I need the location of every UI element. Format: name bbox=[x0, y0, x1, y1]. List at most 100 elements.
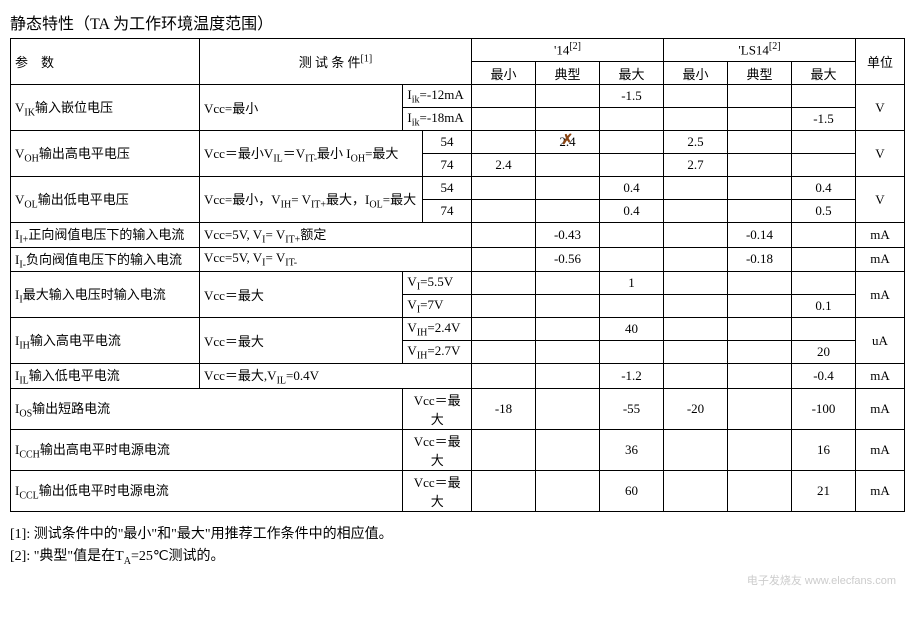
cell: 20 bbox=[792, 341, 856, 364]
cond-vol-sub2: 74 bbox=[423, 200, 472, 223]
cell bbox=[600, 341, 664, 364]
param-iil: IIL输入低电平电流 bbox=[11, 364, 200, 389]
param-vol: VOL输出低电平电压 bbox=[11, 177, 200, 223]
unit-voh: V bbox=[856, 131, 905, 177]
cond-vol: Vcc=最小，VIH= VIT+最大，IOL=最大 bbox=[200, 177, 423, 223]
cell bbox=[664, 272, 728, 295]
cell bbox=[664, 200, 728, 223]
param-vik: VIK输入嵌位电压 bbox=[11, 85, 200, 131]
header-row-1: 参 数 测 试 条 件[1] '14[2] 'LS14[2] 单位 bbox=[11, 39, 905, 62]
watermark: 电子发烧友 www.elecfans.com bbox=[747, 572, 896, 588]
param-icch: ICCH输出高电平时电源电流 bbox=[11, 429, 403, 470]
header-typ2: 典型 bbox=[728, 62, 792, 85]
cell bbox=[536, 429, 600, 470]
cond-iccl: Vcc＝最大 bbox=[403, 470, 472, 511]
header-param: 参 数 bbox=[11, 39, 200, 85]
cell bbox=[792, 154, 856, 177]
cell bbox=[600, 223, 664, 248]
cell bbox=[600, 108, 664, 131]
cell: -1.5 bbox=[600, 85, 664, 108]
cell bbox=[728, 341, 792, 364]
cell: -0.4 bbox=[792, 364, 856, 389]
cell bbox=[728, 154, 792, 177]
cell bbox=[472, 429, 536, 470]
table-row: VIK输入嵌位电压 Vcc=最小 Iik=-12mA -1.5 V bbox=[11, 85, 905, 108]
cond-iih-sub1: VIH=2.4V bbox=[403, 318, 472, 341]
cond-voh-sub2: 74 bbox=[423, 154, 472, 177]
header-min1: 最小 bbox=[472, 62, 536, 85]
cell bbox=[728, 364, 792, 389]
cell: -20 bbox=[664, 388, 728, 429]
cell bbox=[664, 295, 728, 318]
cond-ios: Vcc＝最大 bbox=[403, 388, 472, 429]
cell bbox=[728, 318, 792, 341]
cell bbox=[472, 295, 536, 318]
unit-iimax: mA bbox=[856, 272, 905, 318]
table-row: II+正向阀值电压下的输入电流 Vcc=5V, VI= VIT+额定 -0.43… bbox=[11, 223, 905, 248]
cond-icch: Vcc＝最大 bbox=[403, 429, 472, 470]
footnote-2: [2]: "典型"值是在TA=25℃测试的。 bbox=[10, 546, 906, 570]
cell bbox=[792, 85, 856, 108]
unit-iccl: mA bbox=[856, 470, 905, 511]
cell bbox=[728, 388, 792, 429]
cell bbox=[472, 200, 536, 223]
cell bbox=[536, 388, 600, 429]
param-iccl: ICCL输出低电平时电源电流 bbox=[11, 470, 403, 511]
param-iiplus: II+正向阀值电压下的输入电流 bbox=[11, 223, 200, 248]
cell bbox=[664, 177, 728, 200]
cond-vik-sub1: Iik=-12mA bbox=[403, 85, 472, 108]
cell: 2.4 bbox=[536, 131, 600, 154]
cell: 0.4 bbox=[600, 177, 664, 200]
cell: 36 bbox=[600, 429, 664, 470]
cell: 60 bbox=[600, 470, 664, 511]
cell bbox=[792, 318, 856, 341]
cell: -1.5 bbox=[792, 108, 856, 131]
cell bbox=[792, 131, 856, 154]
cell bbox=[664, 223, 728, 248]
cell bbox=[472, 177, 536, 200]
cell bbox=[472, 247, 536, 272]
cell bbox=[792, 223, 856, 248]
cell bbox=[536, 154, 600, 177]
unit-ios: mA bbox=[856, 388, 905, 429]
cell bbox=[472, 85, 536, 108]
cell: 2.4 bbox=[472, 154, 536, 177]
cell bbox=[728, 131, 792, 154]
unit-iih: uA bbox=[856, 318, 905, 364]
cell bbox=[664, 85, 728, 108]
cell bbox=[536, 200, 600, 223]
cond-voh-sub1: 54 bbox=[423, 131, 472, 154]
param-iiminus: II-负向阀值电压下的输入电流 bbox=[11, 247, 200, 272]
table-row: II-负向阀值电压下的输入电流 Vcc=5V, VI= VIT- -0.56 -… bbox=[11, 247, 905, 272]
cell: 2.5 bbox=[664, 131, 728, 154]
cell bbox=[472, 272, 536, 295]
param-iih: IIH输入高电平电流 bbox=[11, 318, 200, 364]
cell bbox=[728, 295, 792, 318]
footnote-1: [1]: 测试条件中的"最小"和"最大"用推荐工作条件中的相应值。 bbox=[10, 524, 906, 546]
cell bbox=[472, 108, 536, 131]
cell bbox=[600, 154, 664, 177]
cell: -100 bbox=[792, 388, 856, 429]
unit-vik: V bbox=[856, 85, 905, 131]
param-ios: IOS输出短路电流 bbox=[11, 388, 403, 429]
cell bbox=[728, 200, 792, 223]
cell bbox=[472, 470, 536, 511]
header-max1: 最大 bbox=[600, 62, 664, 85]
header-chip2: 'LS14[2] bbox=[664, 39, 856, 62]
spec-table: 参 数 测 试 条 件[1] '14[2] 'LS14[2] 单位 最小 典型 … bbox=[10, 38, 905, 512]
cond-iil: Vcc＝最大,VIL=0.4V bbox=[200, 364, 472, 389]
cell bbox=[472, 364, 536, 389]
cell bbox=[536, 177, 600, 200]
table-row: II最大输入电压时输入电流 Vcc＝最大 VI=5.5V 1 mA bbox=[11, 272, 905, 295]
unit-icch: mA bbox=[856, 429, 905, 470]
cell bbox=[664, 247, 728, 272]
cell bbox=[536, 364, 600, 389]
table-row: ICCL输出低电平时电源电流 Vcc＝最大 60 21 mA bbox=[11, 470, 905, 511]
cell bbox=[728, 470, 792, 511]
table-row: IIH输入高电平电流 Vcc＝最大 VIH=2.4V 40 uA bbox=[11, 318, 905, 341]
cell: 2.7 bbox=[664, 154, 728, 177]
cell bbox=[600, 295, 664, 318]
cell bbox=[664, 318, 728, 341]
header-max2: 最大 bbox=[792, 62, 856, 85]
table-row: VOL输出低电平电压 Vcc=最小，VIH= VIT+最大，IOL=最大 54 … bbox=[11, 177, 905, 200]
